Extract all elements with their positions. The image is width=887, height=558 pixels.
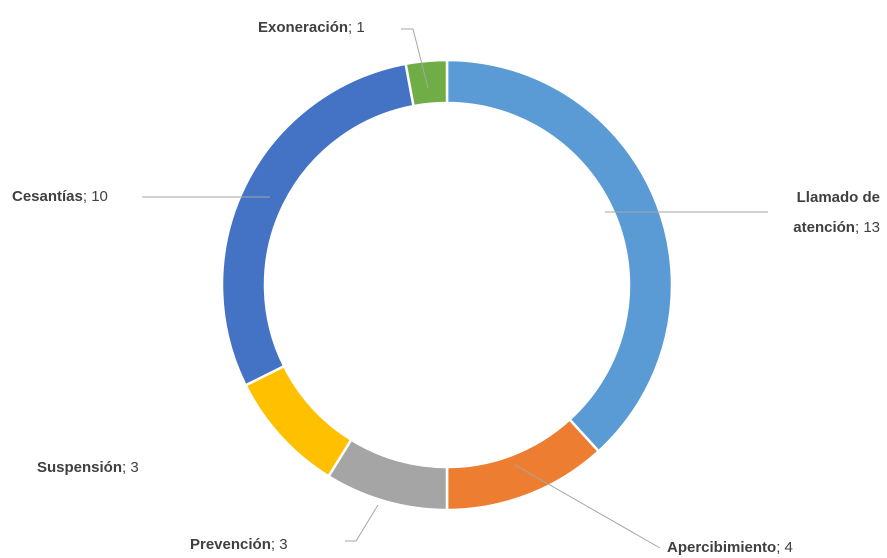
- donut-slice: [445, 417, 601, 512]
- leader-line: [401, 28, 429, 89]
- data-label: Apercibimiento; 4: [667, 533, 793, 558]
- label-value: 3: [130, 459, 139, 476]
- data-label: Suspensión; 3: [37, 453, 139, 483]
- label-separator: ;: [82, 188, 92, 205]
- label-category: Cesantías: [12, 188, 83, 205]
- label-category: Exoneración: [258, 19, 349, 36]
- label-category: Llamado de atención: [793, 189, 880, 236]
- label-category: Apercibimiento: [667, 539, 777, 556]
- donut-slice: [220, 62, 416, 387]
- label-separator: ;: [348, 19, 357, 36]
- label-value: 10: [91, 188, 108, 205]
- label-value: 1: [356, 19, 365, 36]
- label-value: 13: [863, 219, 880, 236]
- leader-line: [514, 464, 661, 549]
- label-separator: ;: [776, 539, 785, 556]
- label-value: 4: [784, 539, 793, 556]
- donut-slice: [243, 364, 353, 479]
- label-separator: ;: [122, 459, 131, 476]
- data-label: Llamado de atención; 13: [765, 183, 880, 243]
- data-label: Exoneración; 1: [258, 13, 365, 43]
- label-separator: ;: [854, 219, 864, 236]
- donut-slice: [445, 58, 674, 454]
- label-separator: ;: [270, 536, 280, 553]
- label-value: 3: [279, 536, 288, 553]
- data-label: Prevención; 3: [190, 530, 288, 558]
- donut-slice: [326, 438, 449, 512]
- leader-line: [345, 504, 379, 542]
- data-label: Cesantías; 10: [12, 182, 108, 212]
- label-category: Suspensión: [37, 459, 123, 476]
- label-category: Prevención: [190, 536, 271, 553]
